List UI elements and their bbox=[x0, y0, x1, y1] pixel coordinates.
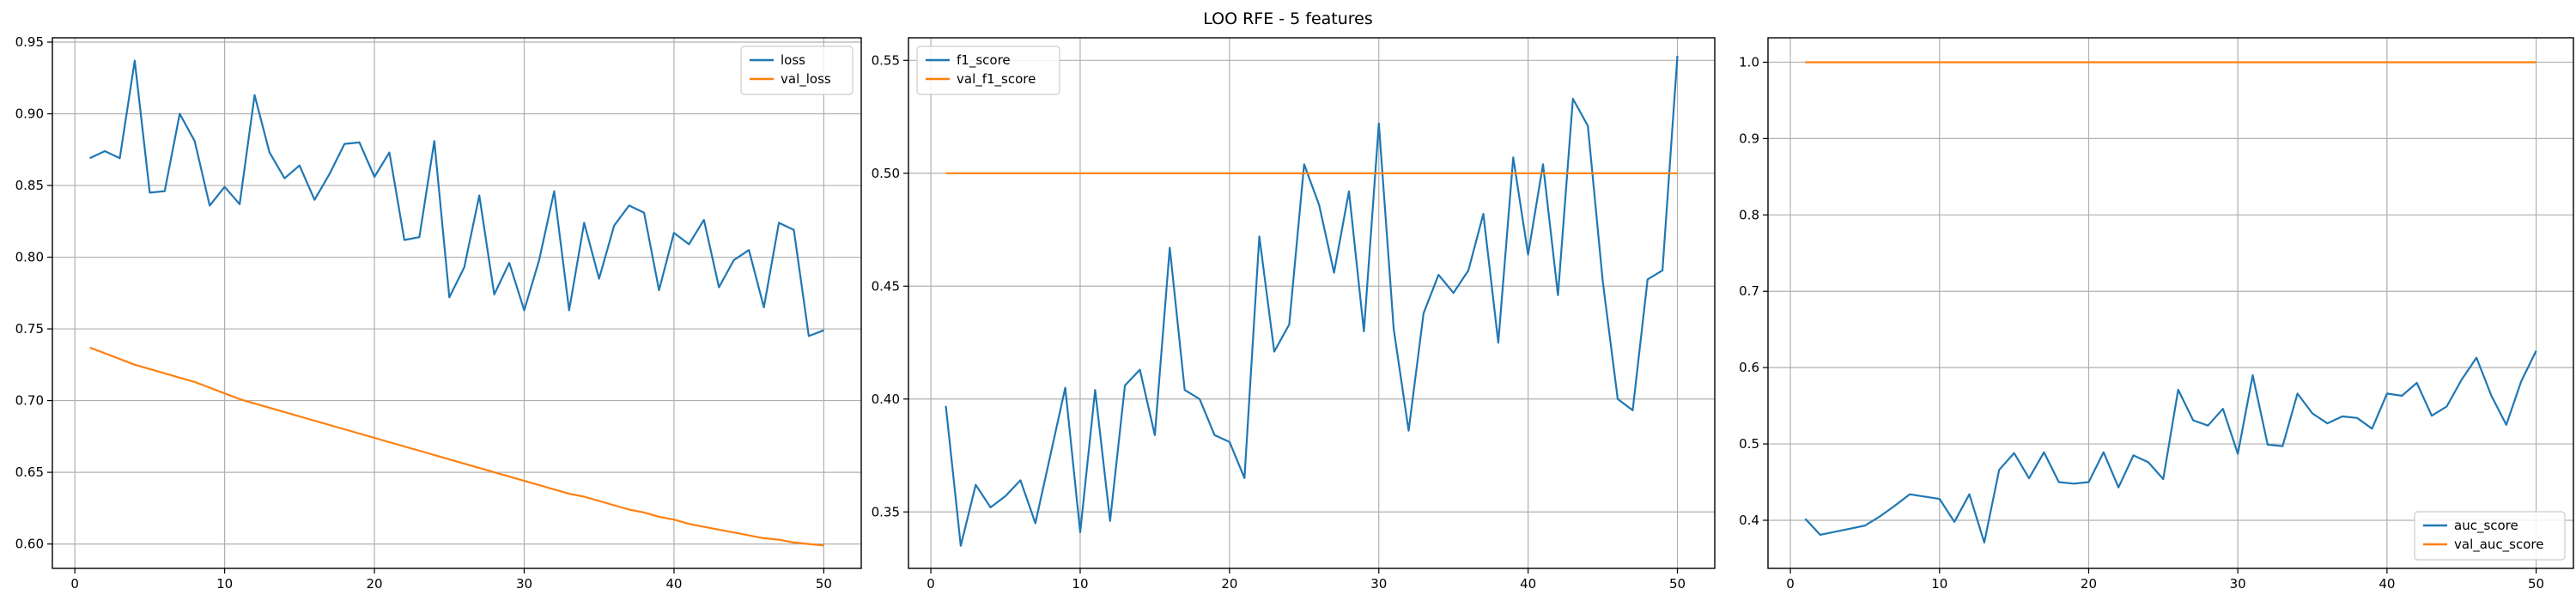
axes-frame bbox=[52, 37, 862, 569]
legend-label-loss: loss bbox=[781, 52, 805, 68]
x-tick-label: 40 bbox=[2379, 576, 2395, 592]
legend-box bbox=[916, 46, 1060, 95]
legend-label-val_loss: val_loss bbox=[781, 71, 831, 88]
y-tick-label: 0.50 bbox=[872, 166, 900, 181]
legend: f1_score val_f1_score bbox=[916, 46, 1060, 95]
y-tick-label: 0.40 bbox=[872, 392, 900, 407]
x-tick-label: 50 bbox=[1669, 576, 1686, 592]
x-tick-label: 50 bbox=[816, 576, 832, 592]
x-tick-label: 30 bbox=[2230, 576, 2246, 592]
x-tick-label: 20 bbox=[2081, 576, 2097, 592]
y-tick-label: 0.70 bbox=[15, 393, 44, 409]
legend: auc_score val_auc_score bbox=[2414, 511, 2566, 561]
y-tick-label: 0.6 bbox=[1739, 360, 1759, 375]
y-tick-label: 0.5 bbox=[1739, 436, 1759, 452]
legend-label-auc_score: auc_score bbox=[2454, 518, 2518, 534]
chart-panel-3: 0 10 20 30 40 50 0.4 0.5 0.6 0.7 0.8 0.9 1.0 auc_scor… bbox=[1739, 37, 2574, 592]
x-tick-label: 30 bbox=[1370, 576, 1387, 592]
y-tick-label: 0.55 bbox=[872, 52, 900, 68]
x-tick-label: 10 bbox=[216, 576, 233, 592]
figure-suptitle: LOO RFE - 5 features bbox=[1203, 9, 1373, 28]
x-tick-label: 50 bbox=[2528, 576, 2544, 592]
legend: loss val_loss bbox=[740, 46, 854, 95]
x-tick-label: 30 bbox=[516, 576, 532, 592]
x-tick-label: 20 bbox=[1221, 576, 1237, 592]
chart-panel-1: 0 10 20 30 40 50 0.60 0.65 0.70 0.75 0.80 0.85 0.90 0… bbox=[15, 34, 862, 592]
legend-label-f1_score: f1_score bbox=[957, 52, 1011, 69]
legend-label-val_auc_score: val_auc_score bbox=[2454, 537, 2544, 553]
y-tick-label: 0.7 bbox=[1739, 283, 1759, 299]
x-tick-label: 0 bbox=[927, 576, 935, 592]
x-tick-label: 10 bbox=[1931, 576, 1947, 592]
x-tick-label: 10 bbox=[1072, 576, 1088, 592]
y-tick-label: 0.4 bbox=[1739, 513, 1759, 528]
y-tick-label: 0.35 bbox=[872, 504, 900, 519]
series-line-auc_score bbox=[1804, 350, 2537, 543]
series-line-f1_score bbox=[945, 55, 1679, 547]
x-tick-label: 40 bbox=[665, 576, 682, 592]
series-line-loss bbox=[89, 59, 824, 337]
y-tick-label: 0.80 bbox=[15, 250, 44, 265]
x-tick-label: 0 bbox=[1786, 576, 1795, 592]
y-tick-label: 1.0 bbox=[1739, 54, 1759, 70]
legend-label-val_f1_score: val_f1_score bbox=[957, 71, 1036, 88]
y-tick-label: 0.9 bbox=[1739, 131, 1759, 146]
y-tick-label: 0.85 bbox=[15, 178, 44, 193]
y-tick-label: 0.65 bbox=[15, 464, 44, 480]
y-tick-label: 0.75 bbox=[15, 321, 44, 337]
axes-frame bbox=[908, 37, 1716, 569]
chart-panel-2: 0 10 20 30 40 50 0.35 0.40 0.45 0.50 0.55 f1_scorev… bbox=[872, 37, 1716, 592]
y-tick-label: 0.60 bbox=[15, 537, 44, 552]
series-line-val_loss bbox=[89, 346, 824, 547]
y-tick-label: 0.90 bbox=[15, 106, 44, 122]
y-tick-label: 0.95 bbox=[15, 34, 44, 50]
x-tick-label: 40 bbox=[1520, 576, 1536, 592]
x-tick-label: 20 bbox=[367, 576, 383, 592]
x-tick-label: 0 bbox=[70, 576, 79, 592]
y-tick-label: 0.45 bbox=[872, 278, 900, 294]
axes-frame bbox=[1767, 37, 2574, 569]
legend-box bbox=[740, 46, 854, 95]
legend-box bbox=[2414, 511, 2566, 561]
y-tick-label: 0.8 bbox=[1739, 207, 1759, 222]
